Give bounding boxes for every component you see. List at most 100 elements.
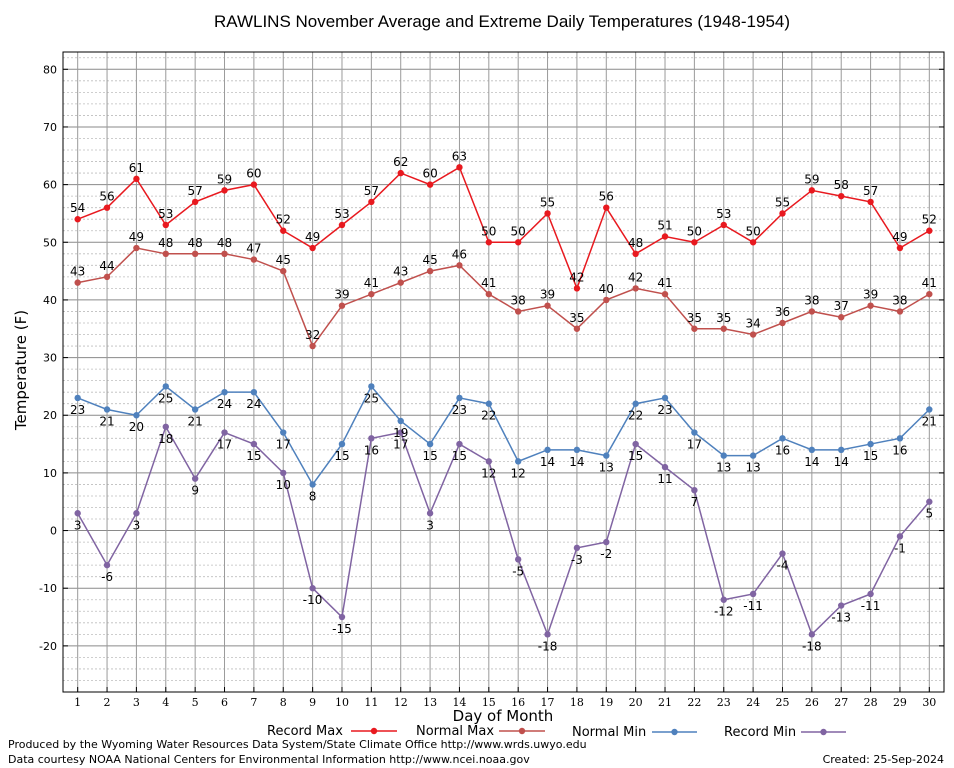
record-max-data-label: 49 [305,230,320,244]
record-min-point [514,556,522,563]
x-tick-label: 5 [192,696,199,709]
normal-max-point [309,342,316,350]
record-max-data-label: 61 [129,161,144,175]
normal-max-point [544,302,551,309]
record-max-data-label: 48 [628,236,643,250]
y-tick-label: -20 [39,640,57,653]
normal-min-data-label: 22 [481,409,496,423]
normal-min-point [280,429,287,436]
legend-marker-record-max [370,727,378,735]
x-tick-label: 1 [74,696,81,709]
legend-marker-normal-min [671,728,678,736]
record-max-point [397,169,404,177]
record-max-point [280,227,287,234]
record-max-data-label: 56 [99,190,114,204]
normal-max-point [867,302,874,309]
y-tick-label: 20 [43,409,57,422]
record-max-point [544,210,551,217]
normal-max-data-label: 43 [393,265,408,279]
record-min-point [338,613,346,621]
x-tick-label: 25 [775,696,789,709]
record-max-data-label: 57 [863,184,878,198]
normal-max-data-label: 41 [922,276,937,290]
record-max-data-label: 49 [892,230,907,244]
x-tick-label: 15 [482,696,496,709]
record-max-data-label: 52 [276,213,291,227]
record-min-point [661,463,669,471]
normal-max-data-label: 39 [863,288,878,302]
record-min-data-label: 15 [628,449,643,463]
x-tick-label: 13 [423,696,437,709]
record-max-data-label: 55 [775,195,790,209]
record-min-point [397,429,404,436]
normal-min-point [632,400,639,407]
normal-max-point [808,308,816,315]
x-tick-label: 30 [922,696,936,709]
normal-min-data-label: 15 [334,449,349,463]
normal-min-point [368,383,375,390]
normal-min-point [691,429,698,436]
record-min-data-label: 17 [393,438,408,452]
normal-min-point [485,400,493,407]
record-max-data-label: 57 [364,184,379,198]
normal-max-point [720,325,727,332]
record-min-point [191,475,199,482]
normal-max-data-label: 32 [305,328,320,342]
record-max-data-label: 51 [657,219,672,233]
normal-max-data-label: 48 [217,236,232,250]
normal-min-data-label: 14 [540,455,555,469]
record-max-data-label: 50 [745,224,760,238]
record-max-point [720,221,727,229]
series-lines [74,164,933,638]
normal-min-point [133,412,140,419]
record-min-data-label: -12 [714,605,734,619]
record-max-data-label: 50 [687,224,702,238]
normal-max-data-label: 45 [276,253,291,267]
normal-min-data-label: 19 [393,426,408,440]
record-min-data-label: -11 [743,599,763,613]
normal-min-point [808,446,816,454]
normal-min-data-label: 14 [569,455,584,469]
normal-min-point [661,394,669,402]
record-min-point [485,458,493,465]
x-tick-label: 4 [162,696,169,709]
normal-max-data-label: 41 [481,276,496,290]
x-tick-label: 17 [541,696,555,709]
y-tick-label: 30 [43,352,57,365]
x-tick-label: 14 [452,696,466,709]
record-max-point [808,187,816,194]
record-max-data-label: 60 [246,167,261,181]
record-min-data-label: 10 [276,478,291,492]
record-max-point [103,204,111,211]
normal-min-data-label: 25 [158,391,173,405]
normal-min-data-label: 22 [628,409,643,423]
record-max-data-label: 56 [599,190,614,204]
record-min-point [779,550,786,557]
record-min-data-label: 12 [481,466,496,480]
record-max-data-label: 63 [452,149,467,163]
normal-min-point [926,406,933,413]
normal-min-data-label: 12 [511,466,526,480]
legend-label-normal-min: Normal Min [572,725,646,740]
record-max-point [661,233,669,240]
y-tick-label: 40 [43,294,57,307]
normal-max-data-label: 47 [246,242,261,256]
record-min-point [250,440,258,448]
record-min-data-label: 15 [246,449,261,463]
record-max-point [896,244,904,252]
x-tick-label: 12 [394,696,408,709]
normal-max-data-label: 34 [745,317,760,331]
normal-min-point [514,458,522,465]
record-max-data-label: 53 [334,207,349,221]
legend-label-record-max: Record Max [267,724,343,739]
record-min-point [573,544,581,552]
normal-min-point [103,406,111,413]
normal-min-point [309,481,316,488]
normal-max-point [191,250,199,258]
x-tick-label: 8 [280,696,287,709]
record-max-point [309,244,316,252]
normal-max-point [280,267,287,275]
record-max-data-label: 59 [217,172,232,186]
record-max-point [632,250,639,258]
